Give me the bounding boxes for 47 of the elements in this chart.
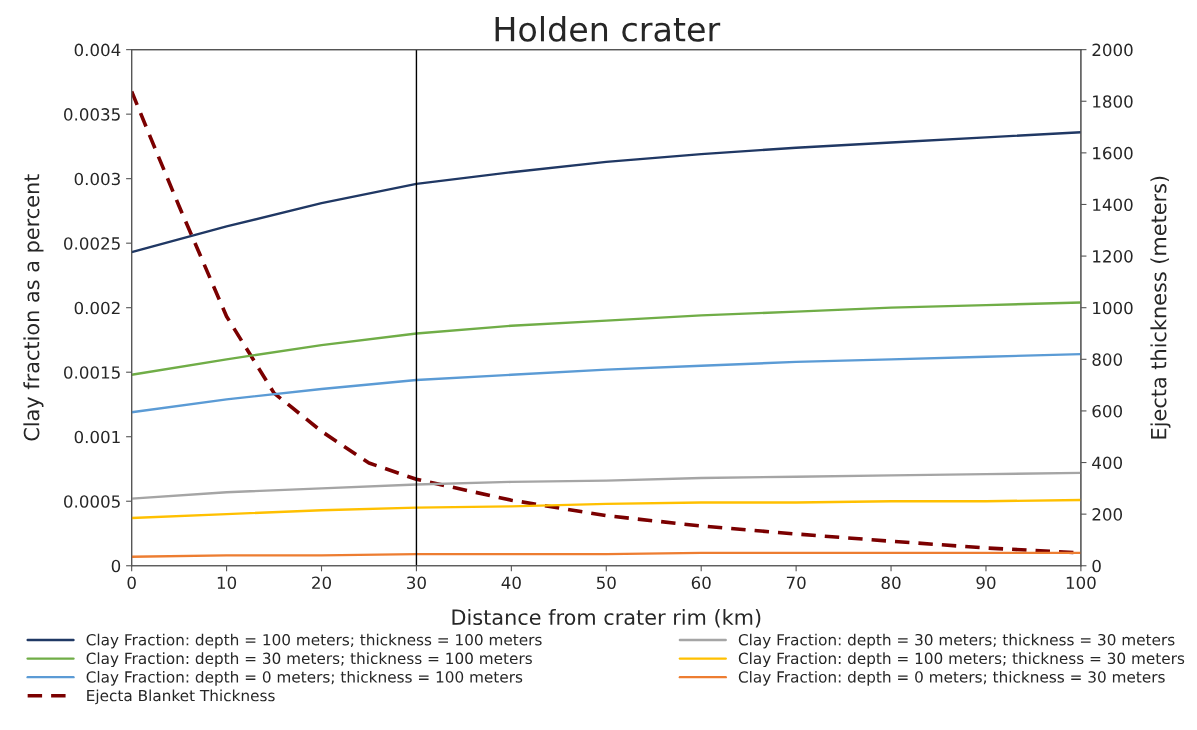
y-tick-label: 0.002 <box>74 301 120 315</box>
line-series <box>131 301 1081 376</box>
legend-label: Clay Fraction: depth = 100 meters; thickness = 30 meters <box>738 652 1185 668</box>
chart-title: Holden crater <box>495 15 721 42</box>
x-tick-label: 80 <box>881 576 901 590</box>
y-tick-label: 0.0005 <box>64 495 120 508</box>
y2-tick-label: 0 <box>1092 559 1101 573</box>
y2-tick-label: 1600 <box>1093 146 1133 160</box>
x-tick-label: 20 <box>312 576 332 590</box>
y2-tick-label: 1800 <box>1093 95 1133 108</box>
x-tick-label: 50 <box>596 576 616 590</box>
y-tick-label: 0.0025 <box>64 237 120 250</box>
x-tick-label: 90 <box>976 576 996 590</box>
y2-tick-label: 400 <box>1092 456 1123 470</box>
y-tick-label: 0.0015 <box>64 366 120 379</box>
line-series <box>131 131 1081 254</box>
y2-tick-label: 1400 <box>1093 198 1133 212</box>
y-tick-label: 0 <box>111 559 121 573</box>
legend-label: Clay Fraction: depth = 0 meters; thickness = 100 meters <box>86 670 523 686</box>
y2-tick-label: 1000 <box>1093 301 1133 315</box>
x-tick-label: 100 <box>1066 576 1096 590</box>
legend-label: Clay Fraction: depth = 100 meters; thickness = 100 meters <box>86 633 542 649</box>
legend-label: Clay Fraction: depth = 30 meters; thickness = 100 meters <box>86 652 532 668</box>
y2-tick-label: 600 <box>1092 404 1123 418</box>
y2-tick-label: 1200 <box>1093 250 1133 263</box>
y-tick-label: 0.001 <box>74 430 120 444</box>
legend-label: Ejecta Blanket Thickness <box>87 689 275 705</box>
line-series <box>131 352 1081 414</box>
x-tick-label: 0 <box>127 576 136 590</box>
x-tick-label: 40 <box>501 576 521 590</box>
y2-tick-label: 2000 <box>1092 43 1133 57</box>
x-tick-label: 10 <box>217 576 237 590</box>
line-series <box>131 498 1081 520</box>
y2-tick-label: 800 <box>1092 353 1123 366</box>
legend-label: Clay Fraction: depth = 0 meters; thickness = 30 meters <box>738 670 1165 686</box>
x-tick-label: 70 <box>786 576 806 590</box>
legend-label: Clay Fraction: depth = 30 meters; thickness = 30 meters <box>738 633 1175 649</box>
y-tick-label: 0.004 <box>74 43 121 57</box>
y2-tick-label: 200 <box>1092 508 1123 521</box>
y-tick-label: 0.0035 <box>64 108 120 121</box>
line-series <box>131 471 1081 500</box>
y-tick-label: 0.003 <box>74 172 120 186</box>
x-tick-label: 60 <box>691 576 711 590</box>
y-axis-title: Clay fraction as a percent <box>23 174 44 441</box>
x-tick-label: 30 <box>407 576 426 590</box>
x-axis-title: Distance from crater rim (km) <box>452 608 761 628</box>
y2-axis-title: Ejecta thickness (meters) <box>1150 176 1171 439</box>
